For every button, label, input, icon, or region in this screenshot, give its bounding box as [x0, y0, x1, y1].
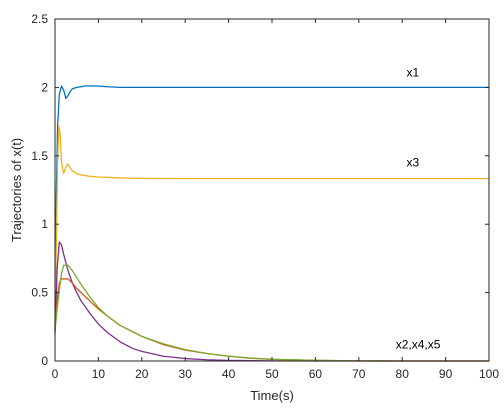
x-tick-label: 90	[439, 367, 453, 381]
y-axis-label: Trajectories of x(t)	[9, 138, 24, 242]
x-tick-label: 70	[352, 367, 366, 381]
series-annotation: x3	[407, 156, 420, 170]
x-tick-label: 0	[52, 367, 59, 381]
y-tick-label: 1	[41, 217, 48, 231]
y-tick-label: 2.5	[31, 12, 48, 26]
series-annotation: x1	[407, 65, 420, 79]
x-axis-ticks: 0 10 20 30 40 50 60 70 80 90 100	[52, 19, 499, 381]
annotation-layer: x1 x3 x2,x4,x5	[396, 65, 441, 351]
y-tick-label: 0	[41, 354, 48, 368]
x-tick-label: 20	[135, 367, 149, 381]
series-line-1	[54, 85, 489, 331]
series-annotation: x2,x4,x5	[396, 338, 441, 352]
x-tick-label: 50	[265, 367, 279, 381]
x-tick-label: 40	[222, 367, 236, 381]
x-tick-label: 80	[396, 367, 410, 381]
x-tick-label: 60	[309, 367, 323, 381]
series-line-2	[54, 125, 489, 331]
series-line-5	[54, 264, 489, 362]
x-axis-label: Time(s)	[250, 388, 294, 403]
y-tick-label: 0.5	[31, 286, 48, 300]
x-tick-label: 30	[179, 367, 193, 381]
x-tick-label: 10	[92, 367, 106, 381]
y-tick-label: 2	[41, 80, 48, 94]
y-tick-label: 1.5	[31, 149, 48, 163]
y-axis-ticks: 0 0.5 1 1.5 2 2.5	[31, 12, 489, 368]
x-tick-label: 100	[479, 367, 499, 381]
